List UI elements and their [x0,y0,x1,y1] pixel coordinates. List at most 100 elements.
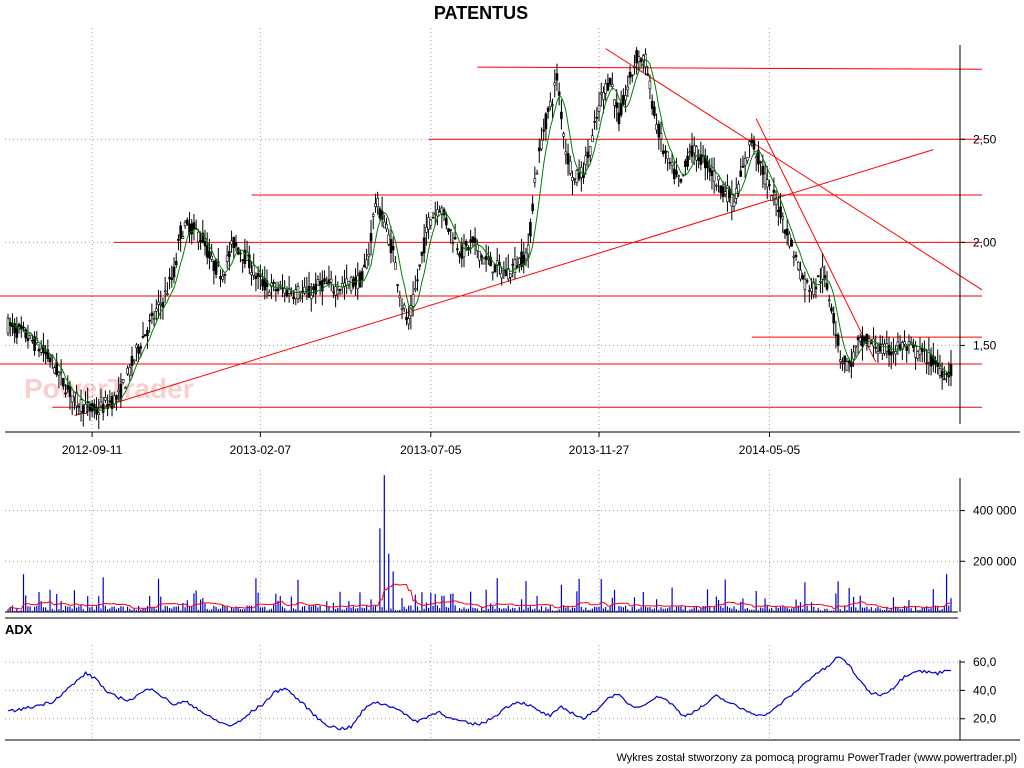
candle [442,207,446,222]
candle [183,219,187,229]
candle [770,194,773,202]
candle-body [825,283,829,290]
candle-body [161,302,165,308]
candle [586,139,590,168]
candle [62,377,65,390]
candle [666,151,669,171]
candle-body [557,91,561,96]
candle-body [852,351,855,360]
candle-body [345,278,348,286]
candle-body [471,236,475,243]
candle-body [648,80,652,90]
candle [653,101,656,119]
candle-body [513,259,517,273]
candle [524,247,528,267]
candle [411,281,415,317]
candle-body [170,277,174,280]
candle-body [847,360,851,363]
candle-body [599,92,603,95]
candle [254,272,258,292]
candle-body [748,141,751,146]
candle [57,370,61,389]
candle [205,232,209,265]
candle [498,254,501,275]
price-x-tick-label: 2014-05-05 [739,443,801,457]
candle-body [666,151,669,160]
candle [805,278,809,285]
candle [174,252,178,269]
candle [250,261,253,286]
candle-body [371,214,375,217]
candle [394,255,397,270]
candle [748,140,751,158]
adx-panel: ADX 20,0 40,0 60,0 [5,622,1020,741]
candle [418,264,422,271]
candle-body [409,305,413,317]
candle-body [491,271,495,274]
candle-body [796,262,800,270]
candle-body [137,346,140,354]
candle [285,286,289,298]
candle-body [925,362,928,365]
candle [349,275,353,295]
candle-body [560,111,563,120]
candle [409,295,413,330]
candle [611,72,614,90]
candle-body [261,279,264,287]
candle-body [635,50,638,64]
candle-body [931,355,935,365]
candle [881,335,884,361]
candle [104,390,107,404]
candle [801,272,804,281]
candle-body [378,208,382,219]
candle [188,212,191,243]
candle-body [444,217,448,226]
candle-body [551,104,554,107]
candle [391,236,395,263]
candle [471,236,475,247]
candle-body [566,153,570,165]
candle-body [779,206,782,218]
candle [509,273,512,284]
candle-body [591,135,594,143]
candle [221,269,225,283]
candle-body [363,264,366,268]
candle-body [124,387,127,389]
candle [389,226,393,264]
candle-body [449,229,453,231]
candle [132,359,136,364]
candle [852,344,855,367]
candle [334,275,337,308]
adx-y-tick-label: 60,0 [973,655,997,669]
candle-body [870,342,873,345]
candle [854,345,858,358]
candle-body [759,161,762,164]
candle-body [843,355,847,363]
candle [792,250,796,267]
candle [599,82,603,107]
candle [272,279,275,292]
candle-body [70,395,74,403]
candle-body [792,256,796,258]
candle [81,404,85,427]
candle [59,359,63,386]
candle [444,211,448,230]
candle-body [863,336,866,341]
candle [794,251,798,261]
candle [929,347,933,376]
candle [385,217,388,232]
candle [15,316,19,345]
candle [301,280,304,303]
candle-body [254,275,258,279]
candle-body [274,289,278,291]
candle [429,218,433,230]
candle-body [597,105,601,112]
candle-body [163,290,167,293]
candle [283,280,287,303]
price-grid [5,28,960,432]
candle-body [493,263,497,273]
candle [796,261,800,271]
candle-body [183,222,187,227]
candle-body [26,338,30,341]
candle-body [256,273,260,277]
